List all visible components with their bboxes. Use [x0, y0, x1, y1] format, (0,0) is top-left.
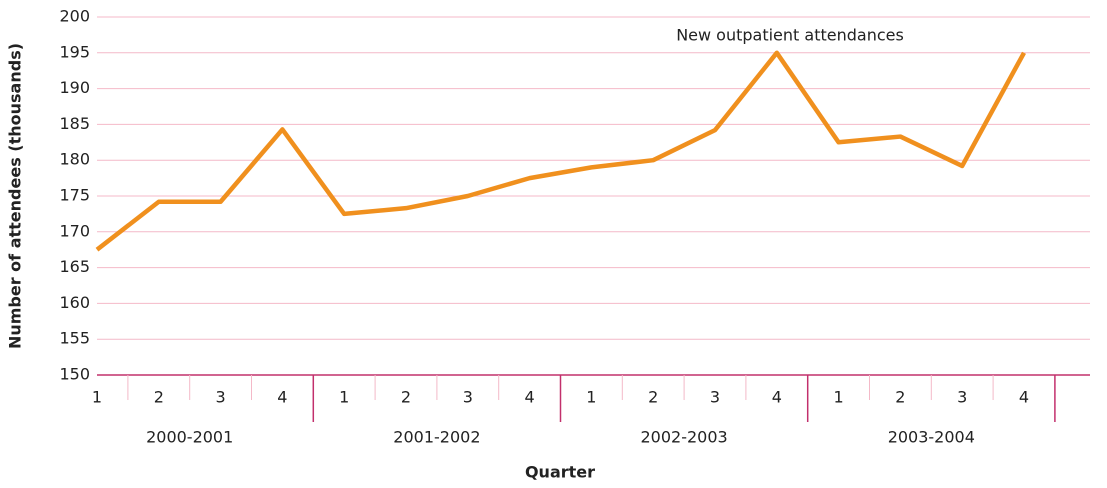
y-tick-label: 190 — [59, 78, 90, 97]
x-tick-label: 4 — [1019, 388, 1029, 407]
x-tick-label: 4 — [772, 388, 782, 407]
x-tick-label: 2 — [895, 388, 905, 407]
x-tick-label: 1 — [339, 388, 349, 407]
group-label: 2002-2003 — [640, 428, 727, 447]
annotation: New outpatient attendances — [676, 26, 904, 45]
x-axis-label: Quarter — [525, 463, 595, 482]
y-tick-label: 185 — [59, 114, 90, 133]
y-tick-label: 195 — [59, 42, 90, 61]
y-tick-label: 160 — [59, 293, 90, 312]
group-label: 2000-2001 — [146, 428, 233, 447]
x-tick-label: 3 — [463, 388, 473, 407]
x-tick-label: 3 — [957, 388, 967, 407]
y-tick-label: 150 — [59, 365, 90, 384]
x-tick-label: 1 — [92, 388, 102, 407]
x-tick-label: 2 — [648, 388, 658, 407]
y-tick-label: 175 — [59, 186, 90, 205]
y-tick-label: 170 — [59, 221, 90, 240]
x-tick-label: 2 — [154, 388, 164, 407]
y-tick-label: 165 — [59, 257, 90, 276]
x-tick-label: 1 — [586, 388, 596, 407]
y-tick-label: 155 — [59, 329, 90, 348]
group-label: 2001-2002 — [393, 428, 480, 447]
data-line — [95, 50, 1026, 252]
y-axis-label: Number of attendees (thousands) — [6, 43, 25, 349]
x-tick-label: 2 — [401, 388, 411, 407]
y-tick-label: 180 — [59, 150, 90, 169]
y-tick-label: 200 — [59, 7, 90, 26]
x-tick-label: 4 — [277, 388, 287, 407]
x-tick-label: 3 — [710, 388, 720, 407]
x-tick-label: 4 — [525, 388, 535, 407]
x-tick-label: 3 — [216, 388, 226, 407]
group-label: 2003-2004 — [888, 428, 975, 447]
x-tick-label: 1 — [834, 388, 844, 407]
